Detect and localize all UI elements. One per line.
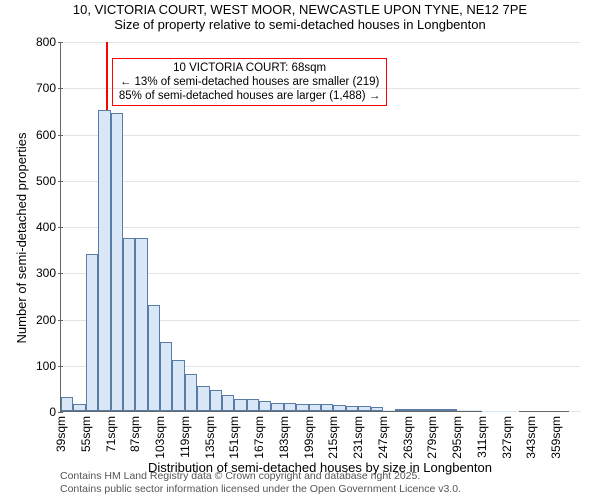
x-tick-label: 311sqm <box>475 416 489 458</box>
histogram-bar <box>445 409 457 411</box>
chart-title-line1: 10, VICTORIA COURT, WEST MOOR, NEWCASTLE… <box>0 2 600 17</box>
histogram-bar <box>98 110 110 411</box>
histogram-bar <box>259 401 271 411</box>
x-tick-label: 247sqm <box>376 416 390 459</box>
x-tick-label: 295sqm <box>450 416 464 459</box>
chart-title-line2: Size of property relative to semi-detach… <box>0 17 600 32</box>
histogram-bar <box>284 403 296 411</box>
x-tick-label: 103sqm <box>153 416 167 459</box>
histogram-bar <box>271 403 283 411</box>
x-tick-label: 359sqm <box>549 416 563 459</box>
chart-area: 10 VICTORIA COURT: 68sqm ← 13% of semi-d… <box>60 42 580 434</box>
y-tick-label: 100 <box>20 359 56 373</box>
x-tick-label: 279sqm <box>425 416 439 459</box>
x-tick-label: 183sqm <box>277 416 291 459</box>
histogram-bar <box>296 404 308 411</box>
histogram-bar <box>135 238 147 411</box>
histogram-bar <box>420 409 432 411</box>
histogram-bar <box>470 410 482 411</box>
histogram-bar <box>333 405 345 411</box>
histogram-bar <box>123 238 135 411</box>
histogram-bar <box>358 406 370 411</box>
footer-attribution: Contains HM Land Registry data © Crown c… <box>60 470 461 496</box>
histogram-bar <box>383 410 395 411</box>
plot-area: 10 VICTORIA COURT: 68sqm ← 13% of semi-d… <box>60 42 580 412</box>
x-tick-label: 263sqm <box>401 416 415 459</box>
histogram-bar <box>73 404 85 411</box>
annotation-line2: ← 13% of semi-detached houses are smalle… <box>119 75 380 89</box>
x-tick-label: 199sqm <box>302 416 316 459</box>
gridline <box>61 181 580 182</box>
x-tick-label: 231sqm <box>351 416 365 459</box>
x-tick-label: 119sqm <box>178 416 192 458</box>
histogram-bar <box>61 397 73 411</box>
gridline <box>61 135 580 136</box>
histogram-bar <box>210 390 222 411</box>
x-tick-label: 167sqm <box>252 416 266 459</box>
histogram-bar <box>197 386 209 411</box>
histogram-bar <box>234 399 246 411</box>
histogram-bar <box>111 113 123 411</box>
y-tick-label: 700 <box>20 81 56 95</box>
annotation-line1: 10 VICTORIA COURT: 68sqm <box>119 61 380 75</box>
histogram-bar <box>321 404 333 411</box>
annotation-box: 10 VICTORIA COURT: 68sqm ← 13% of semi-d… <box>112 58 387 106</box>
x-tick-label: 87sqm <box>128 416 142 452</box>
histogram-bar <box>457 410 469 411</box>
histogram-bar <box>371 407 383 411</box>
gridline <box>61 42 580 43</box>
histogram-bar <box>172 360 184 411</box>
x-tick-label: 39sqm <box>54 416 68 452</box>
x-tick-label: 327sqm <box>500 416 514 459</box>
y-tick-label: 0 <box>20 405 56 419</box>
y-tick-label: 800 <box>20 35 56 49</box>
x-tick-label: 215sqm <box>326 416 340 459</box>
histogram-bar <box>185 374 197 411</box>
x-tick-label: 151sqm <box>227 416 241 459</box>
histogram-bar <box>148 305 160 411</box>
histogram-bar <box>86 254 98 411</box>
footer-line1: Contains HM Land Registry data © Crown c… <box>60 470 461 483</box>
histogram-bar <box>395 409 407 411</box>
x-tick-label: 71sqm <box>104 416 118 452</box>
x-tick-label: 55sqm <box>79 416 93 452</box>
histogram-bar <box>247 399 259 411</box>
annotation-line3: 85% of semi-detached houses are larger (… <box>119 89 380 103</box>
histogram-bar <box>309 404 321 411</box>
gridline <box>61 227 580 228</box>
y-axis-label: Number of semi-detached properties <box>14 133 29 344</box>
histogram-bar <box>408 409 420 411</box>
x-tick-label: 135sqm <box>203 416 217 459</box>
histogram-bar <box>432 409 444 411</box>
histogram-bar <box>222 395 234 411</box>
gridline <box>61 88 580 89</box>
footer-line2: Contains public sector information licen… <box>60 483 461 496</box>
x-tick-label: 343sqm <box>524 416 538 459</box>
histogram-bar <box>160 342 172 411</box>
histogram-bar <box>346 406 358 411</box>
